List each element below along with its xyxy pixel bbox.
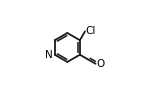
Text: N: N: [45, 50, 53, 60]
Text: O: O: [96, 59, 105, 69]
Text: Cl: Cl: [85, 26, 96, 36]
